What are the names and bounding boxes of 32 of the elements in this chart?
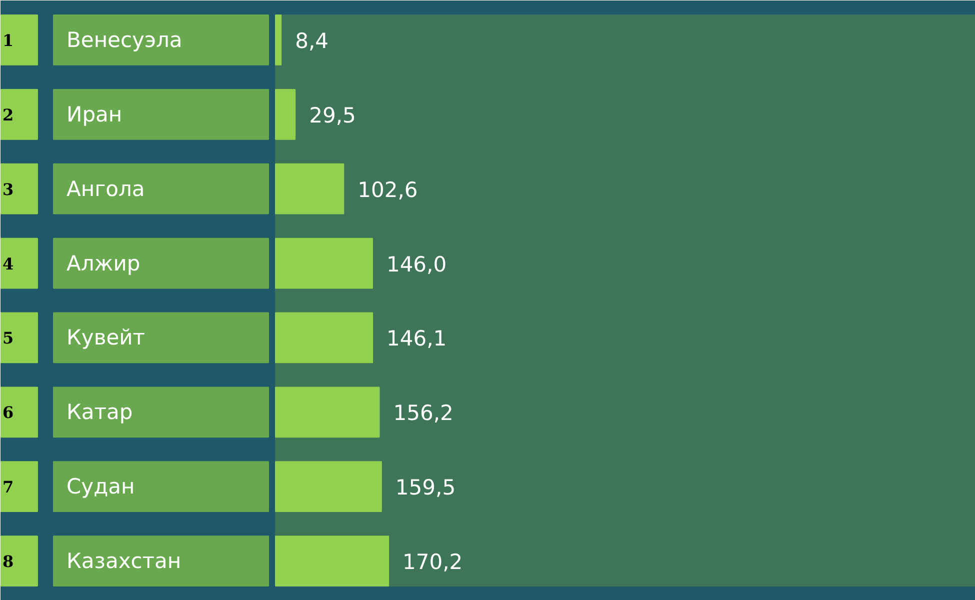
text: 6 — [2, 403, 14, 422]
bar — [275, 88, 296, 140]
y-tick-label: Казахстан — [66, 549, 182, 574]
bar — [275, 312, 374, 364]
text: 7 — [2, 478, 14, 497]
data-label: 29,5 — [309, 103, 356, 128]
data-label: 159,5 — [395, 476, 456, 500]
bar — [275, 386, 380, 438]
text: 3 — [2, 180, 14, 199]
data-label: 102,6 — [358, 178, 418, 202]
y-tick-label: Кувейт — [66, 326, 146, 350]
y-tick-label: Иран — [66, 102, 122, 126]
text: 8 — [2, 552, 14, 572]
y-tick-label: Венесуэла — [66, 28, 182, 52]
data-label: 170,2 — [402, 550, 463, 574]
text: 5 — [2, 328, 14, 348]
y-tick-label: Судан — [66, 474, 135, 499]
y-tick-label: Катар — [66, 400, 133, 424]
bar — [275, 536, 390, 586]
data-label: 8,4 — [295, 28, 328, 53]
text: 1 — [2, 30, 14, 50]
bar — [275, 14, 282, 66]
bar — [275, 461, 382, 512]
bar — [275, 163, 344, 214]
y-tick-label: Алжир — [66, 251, 140, 276]
data-label: 156,2 — [393, 401, 454, 426]
text: 2 — [2, 105, 14, 124]
text: 4 — [2, 254, 14, 274]
data-label: 146,1 — [386, 326, 447, 351]
bar — [275, 238, 373, 289]
y-tick-label: Ангола — [66, 176, 145, 201]
data-label: 146,0 — [386, 252, 447, 276]
